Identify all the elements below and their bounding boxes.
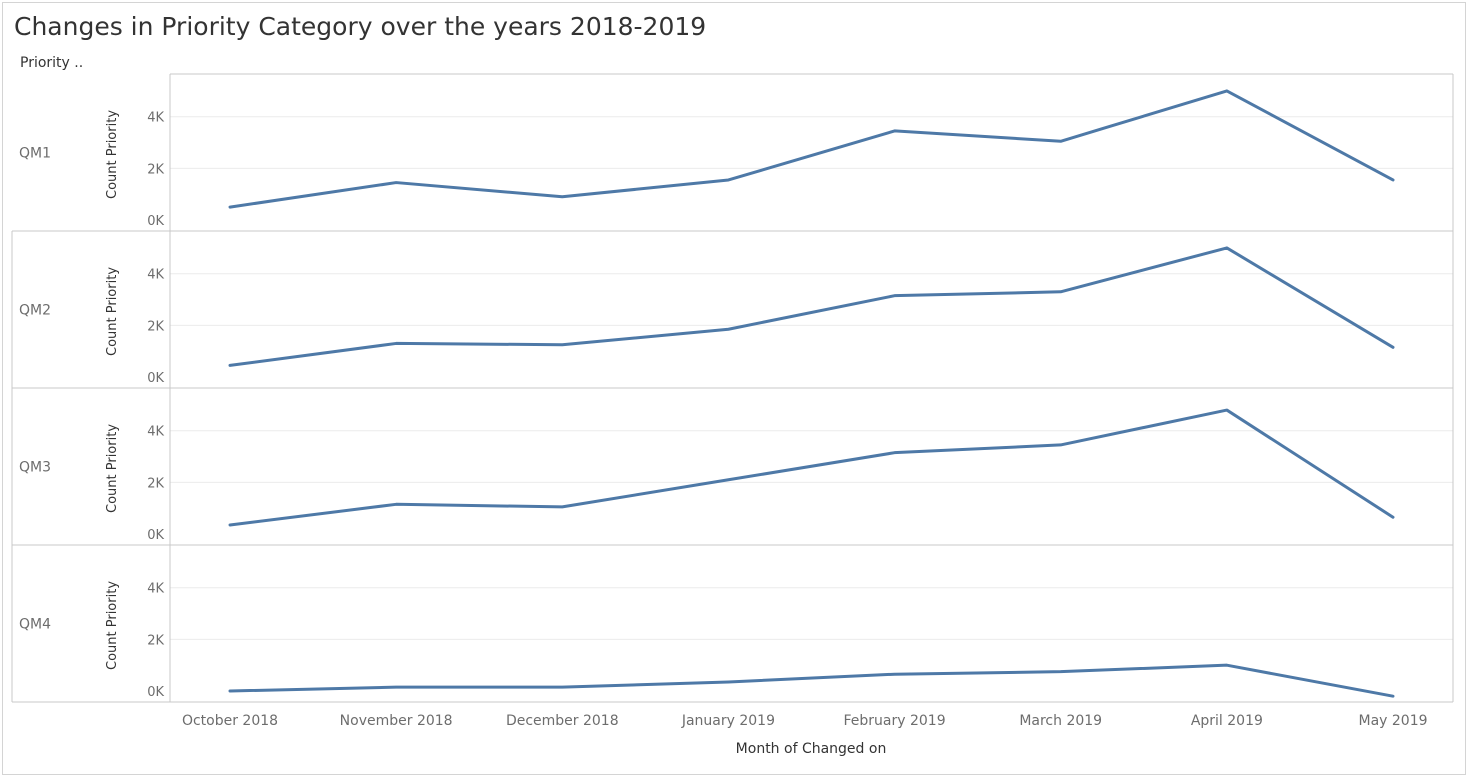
x-tick-label: February 2019: [844, 713, 946, 729]
y-tick-label: 4K: [147, 111, 164, 126]
chart-title: Changes in Priority Category over the ye…: [14, 12, 707, 41]
y-tick-label: 0K: [147, 528, 164, 543]
series-line-qm1[interactable]: [228, 89, 1395, 209]
y-tick-label: 0K: [147, 371, 164, 386]
x-tick-label: May 2019: [1358, 713, 1427, 729]
series-line-qm2[interactable]: [228, 246, 1395, 367]
x-tick-label: December 2018: [506, 713, 619, 729]
row-header-priority[interactable]: Priority ..: [20, 55, 84, 71]
y-tick-label: 2K: [147, 476, 164, 491]
y-tick-label: 2K: [147, 162, 164, 177]
y-tick-label: 4K: [147, 582, 164, 597]
row-label-qm4[interactable]: QM4: [19, 617, 51, 633]
series-line-qm4[interactable]: [228, 663, 1395, 698]
row-label-qm3[interactable]: QM3: [19, 460, 51, 476]
y-tick-label: 4K: [147, 425, 164, 440]
x-tick-label: November 2018: [340, 713, 453, 729]
y-tick-label: 0K: [147, 685, 164, 700]
series-line-qm3[interactable]: [228, 408, 1395, 527]
y-axis-title: Count Priority: [105, 424, 120, 513]
y-tick-label: 4K: [147, 268, 164, 283]
x-tick-label: March 2019: [1019, 713, 1102, 729]
row-label-qm2[interactable]: QM2: [19, 303, 51, 319]
x-tick-label: April 2019: [1191, 713, 1263, 729]
y-tick-label: 2K: [147, 319, 164, 334]
y-tick-label: 2K: [147, 633, 164, 648]
y-tick-label: 0K: [147, 214, 164, 229]
row-label-qm1[interactable]: QM1: [19, 146, 51, 162]
y-axis-title: Count Priority: [105, 581, 120, 670]
y-axis-title: Count Priority: [105, 267, 120, 356]
x-axis-title: Month of Changed on: [736, 741, 887, 757]
x-tick-label: January 2019: [681, 713, 775, 729]
x-tick-label: October 2018: [182, 713, 278, 729]
y-axis-title: Count Priority: [105, 110, 120, 199]
